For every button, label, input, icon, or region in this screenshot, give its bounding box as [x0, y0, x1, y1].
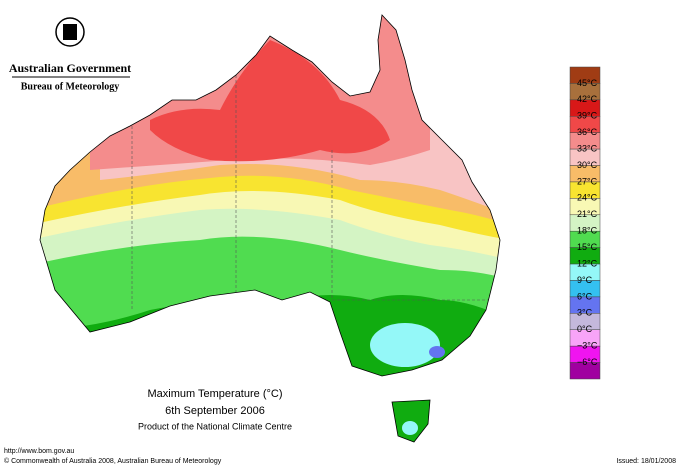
legend-label: 24°C: [577, 193, 598, 203]
legend-label: 6°C: [577, 291, 593, 301]
footer-copyright: © Commonwealth of Australia 2008, Austra…: [4, 457, 222, 465]
legend-label: 15°C: [577, 242, 598, 252]
legend-label: 21°C: [577, 209, 598, 219]
legend-label: 18°C: [577, 226, 598, 236]
legend: 45°C 42°C 39°C 36°C 33°C 30°C 27°C 24°C 21°C 18°C…: [569, 66, 601, 380]
header-subtitle: Bureau of Meteorology: [21, 81, 120, 92]
footer-issued: Issued: 18/01/2008: [616, 458, 676, 465]
legend-swatch: [569, 362, 601, 380]
caption-title: Maximum Temperature (°C): [147, 388, 282, 400]
footer-url: http://www.bom.gov.au: [4, 448, 74, 455]
legend-label: 0°C: [577, 324, 593, 334]
legend-label: 12°C: [577, 258, 598, 268]
legend-label: 33°C: [577, 143, 598, 153]
temperature-map: [39, 14, 501, 443]
legend-label: −6°C: [577, 357, 598, 367]
legend-label: 9°C: [577, 275, 593, 285]
legend-label: −3°C: [577, 341, 598, 351]
caption-date: 6th September 2006: [165, 405, 265, 417]
legend-label: 27°C: [577, 176, 598, 186]
legend-label: 42°C: [577, 94, 598, 104]
legend-label: 36°C: [577, 127, 598, 137]
header-title: Australian Government: [9, 61, 131, 75]
legend-label: 45°C: [577, 78, 598, 88]
legend-label: 30°C: [577, 160, 598, 170]
legend-label: 3°C: [577, 308, 593, 318]
caption-product: Product of the National Climate Centre: [138, 421, 292, 431]
legend-label: 39°C: [577, 111, 598, 121]
logo: Australian Government Bureau of Meteorol…: [9, 17, 131, 92]
